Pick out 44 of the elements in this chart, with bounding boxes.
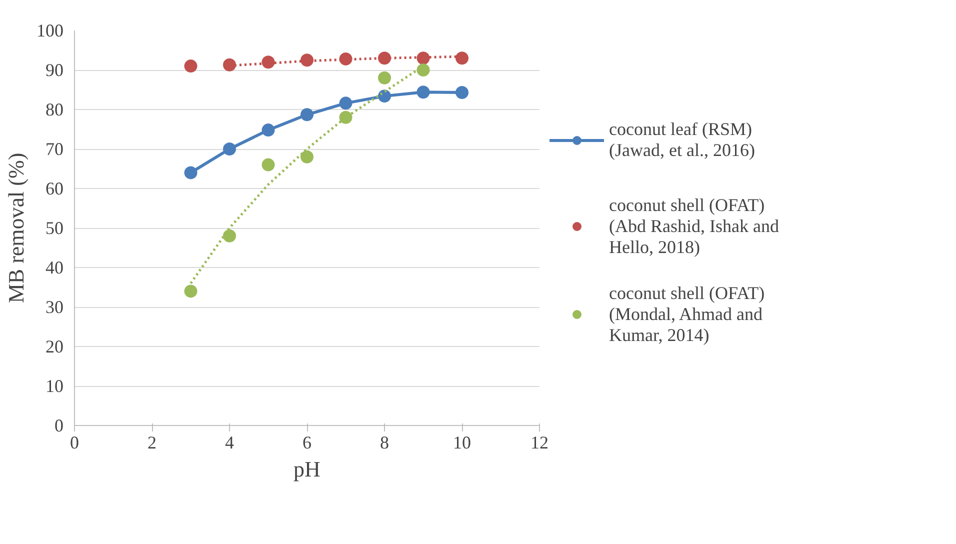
point — [223, 142, 236, 156]
point — [378, 90, 391, 103]
point — [416, 86, 430, 99]
y-tick-label: 40 — [46, 258, 64, 278]
point — [456, 52, 468, 65]
point — [339, 96, 352, 110]
point — [456, 86, 468, 100]
x-tick-label: 2 — [148, 432, 156, 452]
y-axis-title: MB removal (%) — [4, 152, 28, 304]
point — [378, 71, 391, 84]
x-tick-label: 12 — [530, 432, 548, 452]
y-tick-label: 70 — [46, 139, 64, 159]
point — [184, 60, 198, 73]
point — [262, 158, 275, 172]
point — [184, 166, 198, 180]
x-tick-label: 4 — [225, 432, 234, 452]
y-tick-label: 90 — [46, 60, 64, 80]
legend-label: coconut shell (OFAT) (Mondal, Ahmad and Kumar, 2014) — [609, 282, 765, 346]
legend-label: coconut leaf (RSM) (Jawad, et al., 2016) — [609, 118, 755, 162]
x-tick-label: 0 — [70, 432, 79, 452]
y-tick-label: 20 — [46, 336, 64, 356]
y-tick-label: 30 — [46, 297, 64, 317]
point — [223, 229, 236, 242]
point — [262, 56, 275, 69]
y-tick-label: 100 — [36, 20, 64, 40]
point — [300, 54, 314, 67]
point — [378, 52, 391, 65]
x-tick-label: 8 — [380, 432, 389, 452]
y-tick-label: 0 — [54, 416, 64, 436]
y-tick-label: 50 — [46, 218, 64, 238]
y-tick-label: 10 — [46, 376, 64, 396]
point — [416, 64, 430, 76]
point — [339, 110, 352, 124]
point — [300, 150, 314, 164]
y-tick-label: 80 — [46, 100, 64, 120]
x-axis-title: pH — [294, 456, 321, 482]
legend-label: coconut shell (OFAT) (Abd Rashid, Ishak and Hello, 2018) — [609, 194, 779, 258]
point — [262, 124, 275, 137]
point — [300, 108, 314, 122]
x-tick-label: 10 — [453, 432, 471, 452]
y-tick-label: 60 — [46, 178, 64, 198]
point — [184, 284, 198, 298]
point — [223, 58, 236, 72]
x-tick-label: 6 — [302, 432, 312, 452]
